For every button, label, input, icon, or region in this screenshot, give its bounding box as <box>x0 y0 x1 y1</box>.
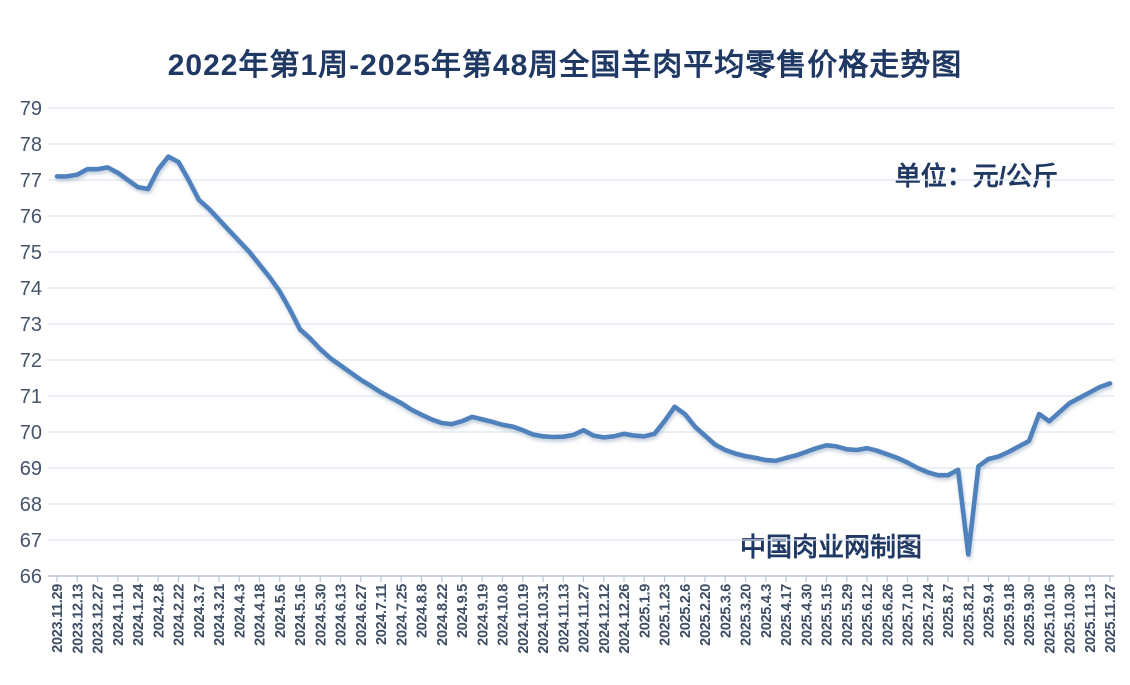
x-tick-label: 2024.8.22 <box>435 584 451 646</box>
y-tick-label: 74 <box>20 278 42 300</box>
x-tick-label: 2025.1.23 <box>658 584 674 646</box>
x-tick-label: 2024.2.8 <box>151 584 167 638</box>
x-tick-label: 2025.4.17 <box>779 584 795 646</box>
x-tick-label: 2024.5.16 <box>293 584 309 646</box>
x-tick-label: 2024.9.5 <box>455 584 471 638</box>
y-tick-label: 69 <box>20 458 42 480</box>
x-tick-label: 2025.5.15 <box>820 584 836 646</box>
x-tick-label: 2025.7.10 <box>901 584 917 646</box>
y-tick-label: 72 <box>20 350 42 372</box>
x-tick-label: 2024.8.8 <box>415 584 431 638</box>
x-tick-label: 2023.12.27 <box>91 584 107 654</box>
x-tick-label: 2024.1.10 <box>111 584 127 646</box>
x-tick-label: 2024.9.19 <box>475 584 491 646</box>
x-tick-label: 2024.12.12 <box>597 584 613 654</box>
y-tick-label: 75 <box>20 242 42 264</box>
x-tick-label: 2025.4.3 <box>759 584 775 638</box>
x-tick-label: 2024.6.13 <box>334 584 350 646</box>
y-tick-label: 66 <box>20 566 42 588</box>
x-tick-label: 2024.6.27 <box>354 584 370 646</box>
x-tick-label: 2024.2.22 <box>172 584 188 646</box>
x-tick-label: 2025.9.4 <box>982 584 998 638</box>
x-tick-label: 2024.4.18 <box>253 584 269 646</box>
y-tick-label: 76 <box>20 206 42 228</box>
x-tick-label: 2024.7.25 <box>394 584 410 646</box>
y-tick-label: 78 <box>20 134 42 156</box>
x-tick-label: 2025.3.20 <box>739 584 755 646</box>
x-tick-label: 2025.7.24 <box>921 584 937 646</box>
y-tick-label: 68 <box>20 494 42 516</box>
x-tick-label: 2024.3.21 <box>212 584 228 646</box>
x-tick-label: 2025.8.21 <box>961 584 977 646</box>
y-tick-label: 77 <box>20 170 42 192</box>
x-tick-label: 2023.11.29 <box>50 584 66 653</box>
x-tick-label: 2025.3.6 <box>718 584 734 638</box>
x-tick-label: 2025.8.7 <box>941 584 957 638</box>
x-tick-label: 2025.9.30 <box>1022 584 1038 646</box>
y-tick-label: 79 <box>20 98 42 120</box>
x-tick-label: 2025.5.29 <box>840 584 856 646</box>
x-tick-label: 2024.10.31 <box>536 584 552 654</box>
x-tick-label: 2025.1.9 <box>637 584 653 638</box>
x-tick-label: 2024.1.24 <box>131 584 147 646</box>
x-tick-label: 2024.10.8 <box>496 584 512 646</box>
x-tick-label: 2024.11.13 <box>556 584 572 653</box>
x-tick-label: 2025.6.26 <box>880 584 896 646</box>
y-tick-label: 73 <box>20 314 42 336</box>
x-tick-label: 2024.3.7 <box>192 584 208 638</box>
y-tick-label: 70 <box>20 422 42 444</box>
x-tick-label: 2024.11.27 <box>577 584 593 653</box>
y-tick-label: 71 <box>20 386 42 408</box>
x-tick-label: 2025.2.20 <box>698 584 714 646</box>
watermark-label: 中国肉业网制图 <box>740 532 923 562</box>
x-tick-label: 2024.12.26 <box>617 584 633 654</box>
price-line-series <box>54 154 1113 557</box>
x-tick-label: 2023.12.13 <box>70 584 86 654</box>
x-tick-label: 2024.5.30 <box>313 584 329 646</box>
x-tick-label: 2025.11.13 <box>1083 584 1099 653</box>
chart-title: 2022年第1周-2025年第48周全国羊肉平均零售价格走势图 <box>167 49 963 82</box>
x-tick-label: 2025.9.18 <box>1002 584 1018 646</box>
x-tick-label: 2024.4.3 <box>232 584 248 638</box>
x-tick-label: 2025.4.30 <box>799 584 815 646</box>
x-tick-label: 2024.5.6 <box>273 584 289 638</box>
unit-label: 单位：元/公斤 <box>894 161 1058 191</box>
x-tick-label: 2024.10.19 <box>516 584 532 654</box>
y-tick-label: 67 <box>20 530 42 552</box>
x-tick-label: 2025.6.12 <box>860 584 876 646</box>
x-tick-label: 2025.10.16 <box>1042 584 1058 654</box>
x-tick-label: 2025.2.6 <box>678 584 694 638</box>
x-tick-label: 2025.10.30 <box>1063 584 1079 654</box>
x-tick-label: 2024.7.11 <box>374 584 390 645</box>
x-tick-label: 2025.11.27 <box>1103 584 1119 653</box>
